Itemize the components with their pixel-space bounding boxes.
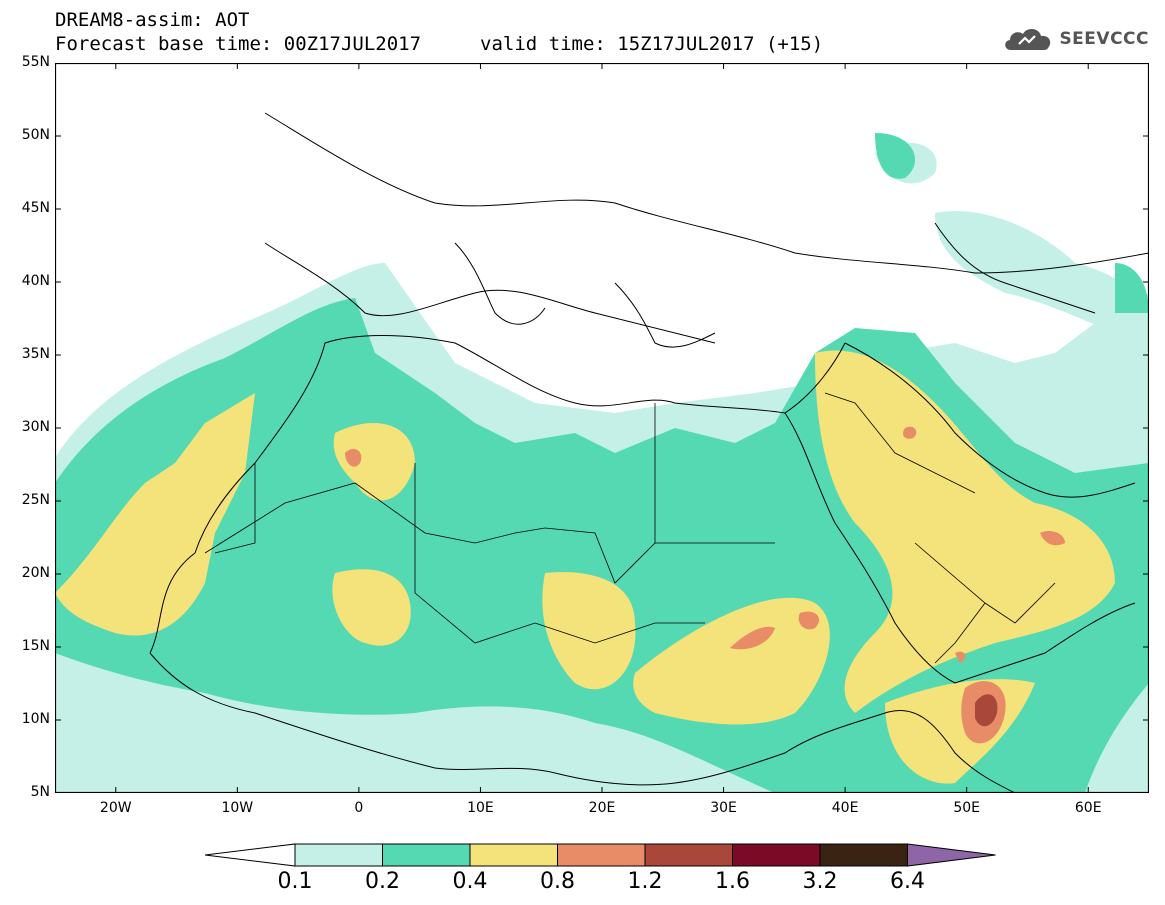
- lat-tick-label: 20N: [21, 565, 50, 581]
- aot-contour-1.2: [975, 694, 998, 727]
- lat-tick-label: 25N: [21, 492, 50, 508]
- colorbar-level-label: 1.2: [627, 869, 663, 894]
- borders: [204, 392, 1056, 664]
- colorbar-level-label: 0.1: [277, 869, 313, 894]
- colorbar: [205, 843, 996, 867]
- colorbar-segment: [732, 843, 821, 867]
- coastlines: [149, 112, 1149, 793]
- lat-tick-label: 5N: [30, 784, 50, 800]
- lon-tick-label: 60E: [1074, 800, 1102, 816]
- colorbar-segment: [469, 843, 558, 867]
- colorbar-level-label: 0.8: [540, 869, 575, 894]
- map-frame: [55, 63, 1149, 793]
- lat-tick-label: 50N: [21, 127, 50, 143]
- seevccc-logo: SEEVCCC: [1001, 24, 1149, 54]
- colorbar-under-triangle: [205, 843, 296, 867]
- cloud-icon: [1005, 28, 1051, 50]
- lon-tick-label: 40E: [831, 800, 859, 816]
- colorbar-over-triangle: [907, 843, 996, 867]
- lon-tick-label: 10E: [467, 800, 494, 816]
- lon-tick-label: 50E: [953, 800, 980, 816]
- valid-time: valid time: 15Z17JUL2017 (+15): [480, 33, 824, 55]
- colorbar-segment: [557, 843, 646, 867]
- colorbar-level-label: 6.4: [890, 869, 925, 894]
- lat-tick-label: 40N: [21, 273, 50, 289]
- lon-tick-label: 0: [354, 800, 364, 816]
- colorbar-level-label: 1.6: [715, 869, 750, 894]
- colorbar-segment: [382, 843, 471, 867]
- lon-tick-label: 20E: [588, 800, 616, 816]
- lon-tick-label: 20W: [99, 800, 132, 816]
- forecast-base-time: Forecast base time: 00Z17JUL2017: [55, 33, 422, 55]
- lon-tick-label: 10W: [221, 800, 254, 816]
- colorbar-level-label: 3.2: [802, 869, 838, 894]
- lat-tick-label: 45N: [21, 200, 50, 216]
- map-title: DREAM8-assim: AOT: [55, 9, 250, 31]
- logo-text: SEEVCCC: [1059, 29, 1149, 49]
- lat-tick-label: 30N: [21, 419, 50, 435]
- colorbar-level-label: 0.2: [365, 869, 400, 894]
- colorbar-level-label: 0.4: [452, 869, 488, 894]
- colorbar-segment: [644, 843, 733, 867]
- lat-tick-label: 35N: [21, 346, 50, 362]
- lat-tick-label: 15N: [21, 638, 50, 654]
- lat-tick-label: 55N: [21, 54, 50, 70]
- lon-tick-label: 30E: [710, 800, 737, 816]
- lat-tick-label: 10N: [21, 711, 50, 727]
- colorbar-segment: [819, 843, 908, 867]
- colorbar-segment: [294, 843, 383, 867]
- aot-map: [55, 63, 1149, 793]
